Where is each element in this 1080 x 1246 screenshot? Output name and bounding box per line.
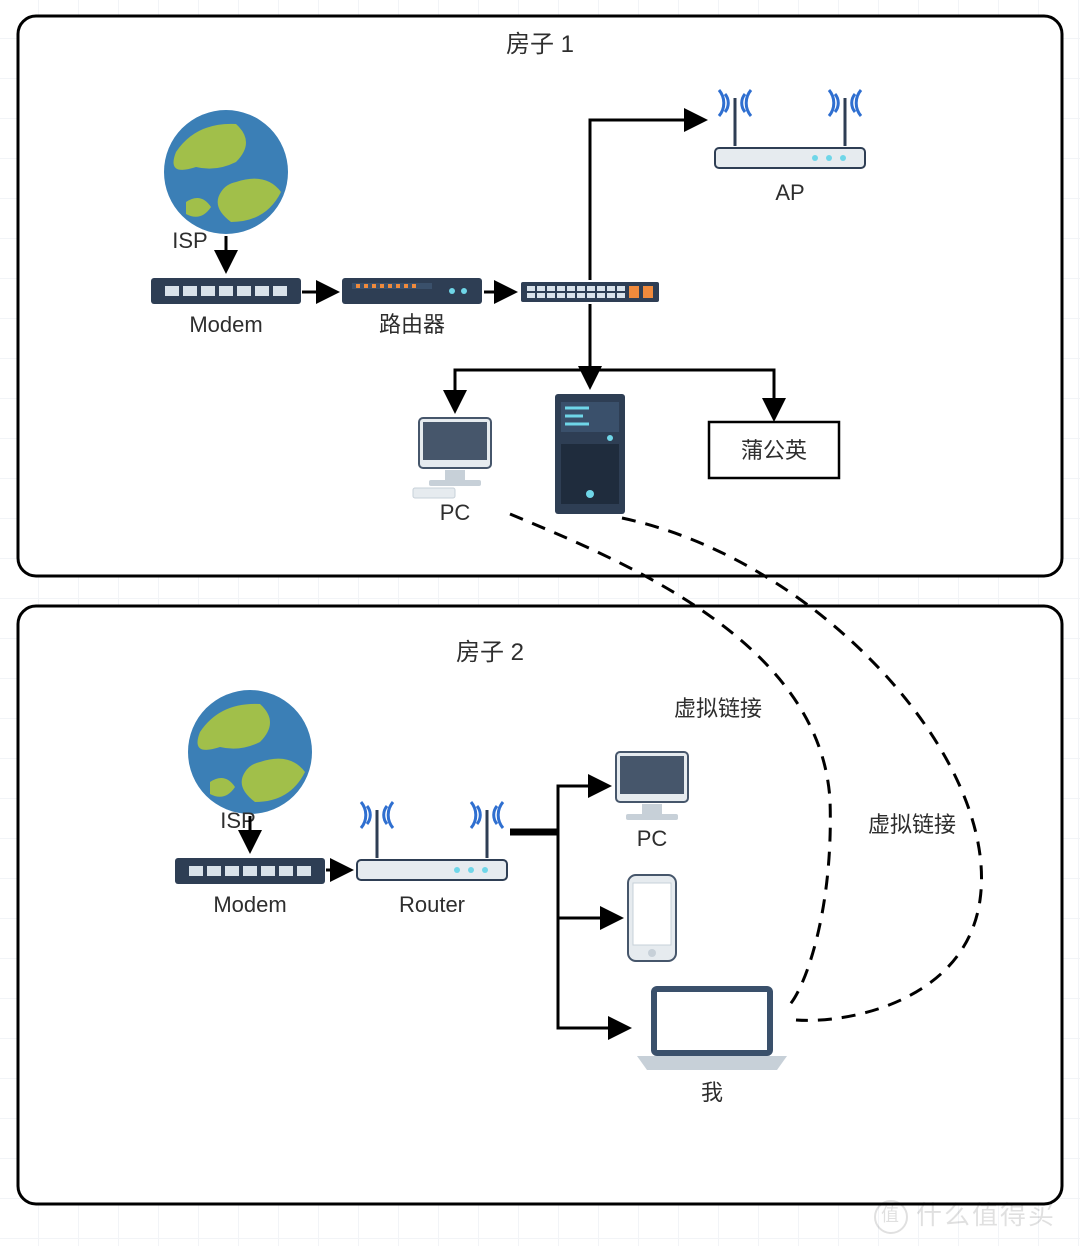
watermark: 值什么值得买 — [874, 1195, 1056, 1234]
label-h1-router: 路由器 — [379, 312, 445, 337]
panel-house1-title: 房子 1 — [506, 31, 574, 58]
diagram-svg: 房子 1 房子 2 ISP Modem 路由器 — [0, 0, 1080, 1246]
label-h1-pgy: 蒲公英 — [741, 438, 807, 463]
label-h2-laptop: 我 — [701, 1080, 723, 1105]
label-h2-router: Router — [399, 892, 465, 917]
node-h1-server — [555, 394, 625, 514]
node-h2-modem — [175, 858, 325, 884]
watermark-text: 什么值得买 — [916, 1200, 1056, 1230]
panel-house2 — [18, 606, 1062, 1204]
node-h1-modem — [151, 278, 301, 304]
label-h1-pc: PC — [440, 500, 471, 525]
label-h2-pc: PC — [637, 826, 668, 851]
label-virtual-link-1: 虚拟链接 — [674, 696, 762, 721]
panel-house2-title: 房子 2 — [456, 639, 524, 666]
node-h2-phone — [628, 875, 676, 961]
label-h1-modem: Modem — [189, 312, 262, 337]
label-h1-isp: ISP — [172, 228, 207, 253]
node-h2-isp — [188, 690, 312, 814]
node-h1-isp — [164, 110, 288, 234]
node-h1-router — [342, 278, 482, 304]
node-h1-switch — [521, 282, 659, 302]
label-h2-modem: Modem — [213, 892, 286, 917]
diagram-canvas: 房子 1 房子 2 ISP Modem 路由器 — [0, 0, 1080, 1246]
node-h2-laptop — [637, 986, 787, 1070]
label-h1-ap: AP — [775, 180, 804, 205]
label-virtual-link-2: 虚拟链接 — [868, 812, 956, 837]
